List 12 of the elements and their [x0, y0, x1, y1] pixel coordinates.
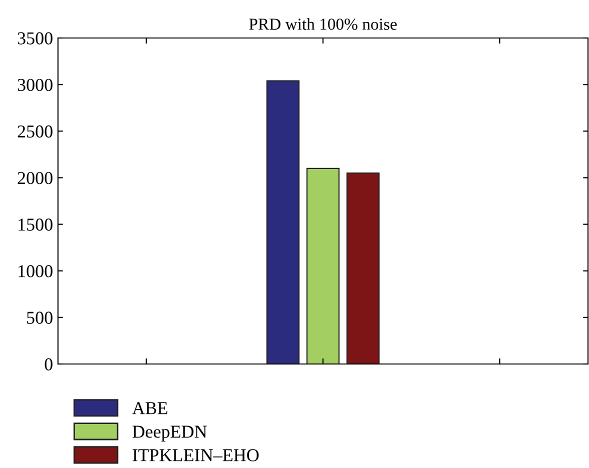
legend-label: DeepEDN — [132, 426, 207, 442]
legend-label: ITPKLEIN–EHO — [132, 449, 259, 462]
y-tick-label: 2000 — [18, 172, 52, 184]
y-tick-label: 0 — [44, 358, 52, 370]
y-tick-label: 3500 — [18, 32, 52, 44]
y-tick-label: 3000 — [18, 78, 52, 92]
legend-label: ABE — [132, 402, 168, 414]
y-tick-label: 2500 — [18, 125, 52, 138]
y-tick-label: 500 — [27, 312, 52, 324]
y-tick-label: 1500 — [18, 218, 52, 231]
y-tick-label: 1000 — [18, 265, 52, 278]
chart-title: PRD with 100% noise — [249, 18, 397, 30]
